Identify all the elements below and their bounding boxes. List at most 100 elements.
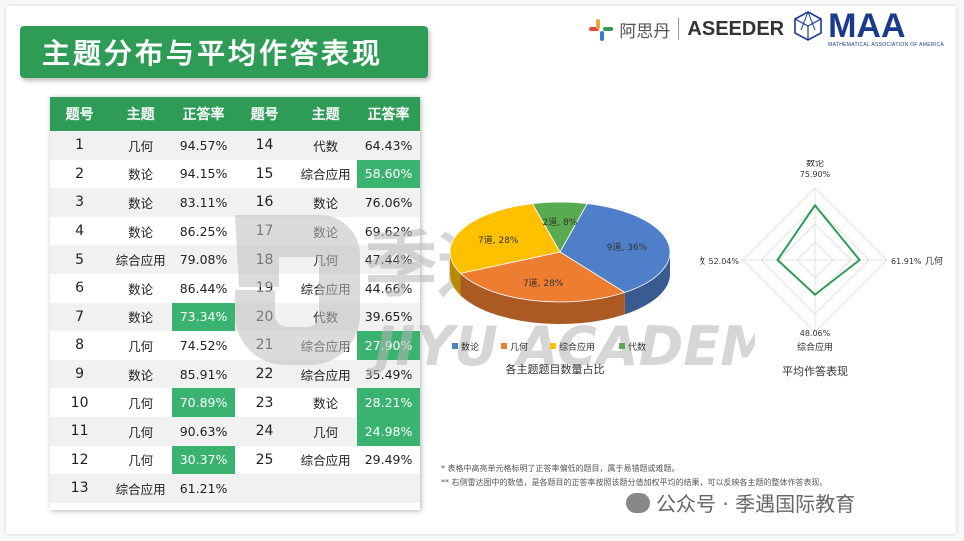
header-number: 题号 xyxy=(50,97,110,131)
correct-rate: 69.62% xyxy=(357,216,420,246)
correct-rate: 64.43% xyxy=(357,131,420,160)
table-row: 8 几何 74.52% 21 综合应用 27.90% xyxy=(50,331,420,360)
question-topic: 几何 xyxy=(109,131,173,160)
pie-title: 各主题题目数量占比 xyxy=(506,362,605,376)
legend-swatch xyxy=(452,343,458,349)
correct-rate-highlighted: 27.90% xyxy=(357,331,420,360)
table-row: 1 几何 94.57% 14 代数 64.43% xyxy=(50,131,420,160)
question-number: 4 xyxy=(50,216,110,246)
question-topic: 数论 xyxy=(109,359,173,389)
table-header-row: 题号 主题 正答率 题号 主题 正答率 xyxy=(50,97,420,131)
radar-axis-label: 综合应用 xyxy=(797,341,833,353)
legend-item: 数论 xyxy=(461,341,479,353)
page-title: 主题分布与平均作答表现 xyxy=(42,37,384,70)
correct-rate: 90.63% xyxy=(172,416,235,446)
pie-data-label: 2道, 8% xyxy=(543,216,578,228)
footnotes: * 表格中高亮单元格标明了正答率偏低的题目，属于易错题或难题。 ** 右侧雷达图… xyxy=(441,462,828,490)
question-topic: 代数 xyxy=(294,302,358,332)
question-number: 17 xyxy=(234,216,295,246)
table-row: 3 数论 83.11% 16 数论 76.06% xyxy=(50,188,420,217)
correct-rate: 44.66% xyxy=(357,273,420,303)
correct-rate: 94.15% xyxy=(172,159,235,189)
question-topic: 几何 xyxy=(109,388,173,417)
radar-value-label: 61.91% xyxy=(891,257,922,266)
pie-slice-side xyxy=(624,252,670,315)
correct-rate: 29.49% xyxy=(357,445,420,475)
table-row: 12 几何 30.37% 25 综合应用 29.49% xyxy=(50,445,420,475)
question-topic: 几何 xyxy=(109,416,173,446)
correct-rate: 39.65% xyxy=(357,302,420,332)
correct-rate: 47.44% xyxy=(357,245,420,274)
radar-axis-label: 代数 xyxy=(700,255,705,267)
pie-slice-1 xyxy=(459,251,626,303)
header-topic: 主题 xyxy=(109,97,173,131)
question-number: 7 xyxy=(50,302,110,332)
correct-rate: 61.21% xyxy=(172,474,235,503)
table-row: 6 数论 86.44% 19 综合应用 44.66% xyxy=(50,273,420,303)
question-number: 19 xyxy=(234,273,295,303)
question-number: 16 xyxy=(234,188,295,217)
question-topic: 综合应用 xyxy=(109,474,173,503)
pie-slice-2 xyxy=(449,203,561,274)
question-topic: 数论 xyxy=(294,388,358,417)
wechat-watermark: 公众号 · 季遇国际教育 xyxy=(626,488,855,517)
question-topic: 数论 xyxy=(294,188,358,217)
question-number: 6 xyxy=(50,273,110,303)
asdan-logo-text: 阿思丹 xyxy=(619,21,671,42)
correct-rate xyxy=(357,474,420,503)
question-topic: 几何 xyxy=(109,331,173,360)
question-number: 1 xyxy=(50,131,110,160)
table-row: 4 数论 86.25% 17 数论 69.62% xyxy=(50,216,420,246)
header-rate: 正答率 xyxy=(357,97,420,131)
asdan-pinwheel-icon xyxy=(587,15,615,43)
header-logos: 阿思丹 ASEEDER MAA MATHEMATICAL ASSOCIATION… xyxy=(587,9,944,48)
question-topic: 综合应用 xyxy=(294,159,358,189)
correct-rate-highlighted: 58.60% xyxy=(357,159,420,189)
legend-swatch xyxy=(550,343,556,349)
question-number: 3 xyxy=(50,188,110,217)
table-row: 13 综合应用 61.21% xyxy=(50,474,420,503)
maa-logo-subtitle: MATHEMATICAL ASSOCIATION OF AMERICA xyxy=(828,42,944,48)
correct-rate: 94.57% xyxy=(172,131,235,160)
legend-swatch xyxy=(501,343,507,349)
correct-rate-highlighted: 73.34% xyxy=(172,302,235,332)
wechat-watermark-text: 公众号 · 季遇国际教育 xyxy=(656,492,856,516)
table-row: 5 综合应用 79.08% 18 几何 47.44% xyxy=(50,245,420,274)
maa-polyhedron-icon xyxy=(794,11,822,41)
footnote-2: ** 右侧雷达图中的数值，是各题目的正答率按照该题分值加权平均的结果，可以反映各… xyxy=(441,478,828,487)
question-number: 5 xyxy=(50,245,110,274)
question-topic: 数论 xyxy=(294,216,358,246)
legend-item: 代数 xyxy=(628,341,646,353)
question-topic: 几何 xyxy=(109,445,173,475)
question-topic: 数论 xyxy=(109,216,173,246)
wechat-icon xyxy=(626,492,650,513)
pie-data-label: 7道, 28% xyxy=(478,234,519,246)
question-topic: 几何 xyxy=(294,416,358,446)
table-row: 11 几何 90.63% 24 几何 24.98% xyxy=(50,416,420,446)
correct-rate: 83.11% xyxy=(172,188,235,217)
question-topic: 综合应用 xyxy=(294,331,358,360)
footnote-1: * 表格中高亮单元格标明了正答率偏低的题目，属于易错题或难题。 xyxy=(441,464,680,473)
correct-rate: 86.25% xyxy=(172,216,235,246)
correct-rate: 76.06% xyxy=(357,188,420,217)
correct-rate: 85.91% xyxy=(172,359,235,389)
question-number: 10 xyxy=(50,388,110,417)
question-topic: 综合应用 xyxy=(109,245,173,274)
question-topic: 数论 xyxy=(109,273,173,303)
correct-rate-highlighted: 28.21% xyxy=(357,388,420,417)
question-topic: 代数 xyxy=(294,131,358,160)
table-row: 7 数论 73.34% 20 代数 39.65% xyxy=(50,302,420,332)
correct-rate: 86.44% xyxy=(172,273,235,303)
correct-rate-highlighted: 24.98% xyxy=(357,416,420,446)
question-number: 20 xyxy=(234,302,295,332)
radar-title: 平均作答表现 xyxy=(782,364,848,378)
question-topic: 数论 xyxy=(109,188,173,217)
question-number: 11 xyxy=(50,416,110,446)
radar-value-label: 75.90% xyxy=(800,170,831,179)
question-number: 22 xyxy=(234,359,295,389)
asdan-logo: 阿思丹 xyxy=(587,15,670,43)
radar-axis-label: 几何 xyxy=(925,255,943,267)
pie-data-label: 7道, 28% xyxy=(523,277,564,289)
question-number xyxy=(234,474,295,503)
